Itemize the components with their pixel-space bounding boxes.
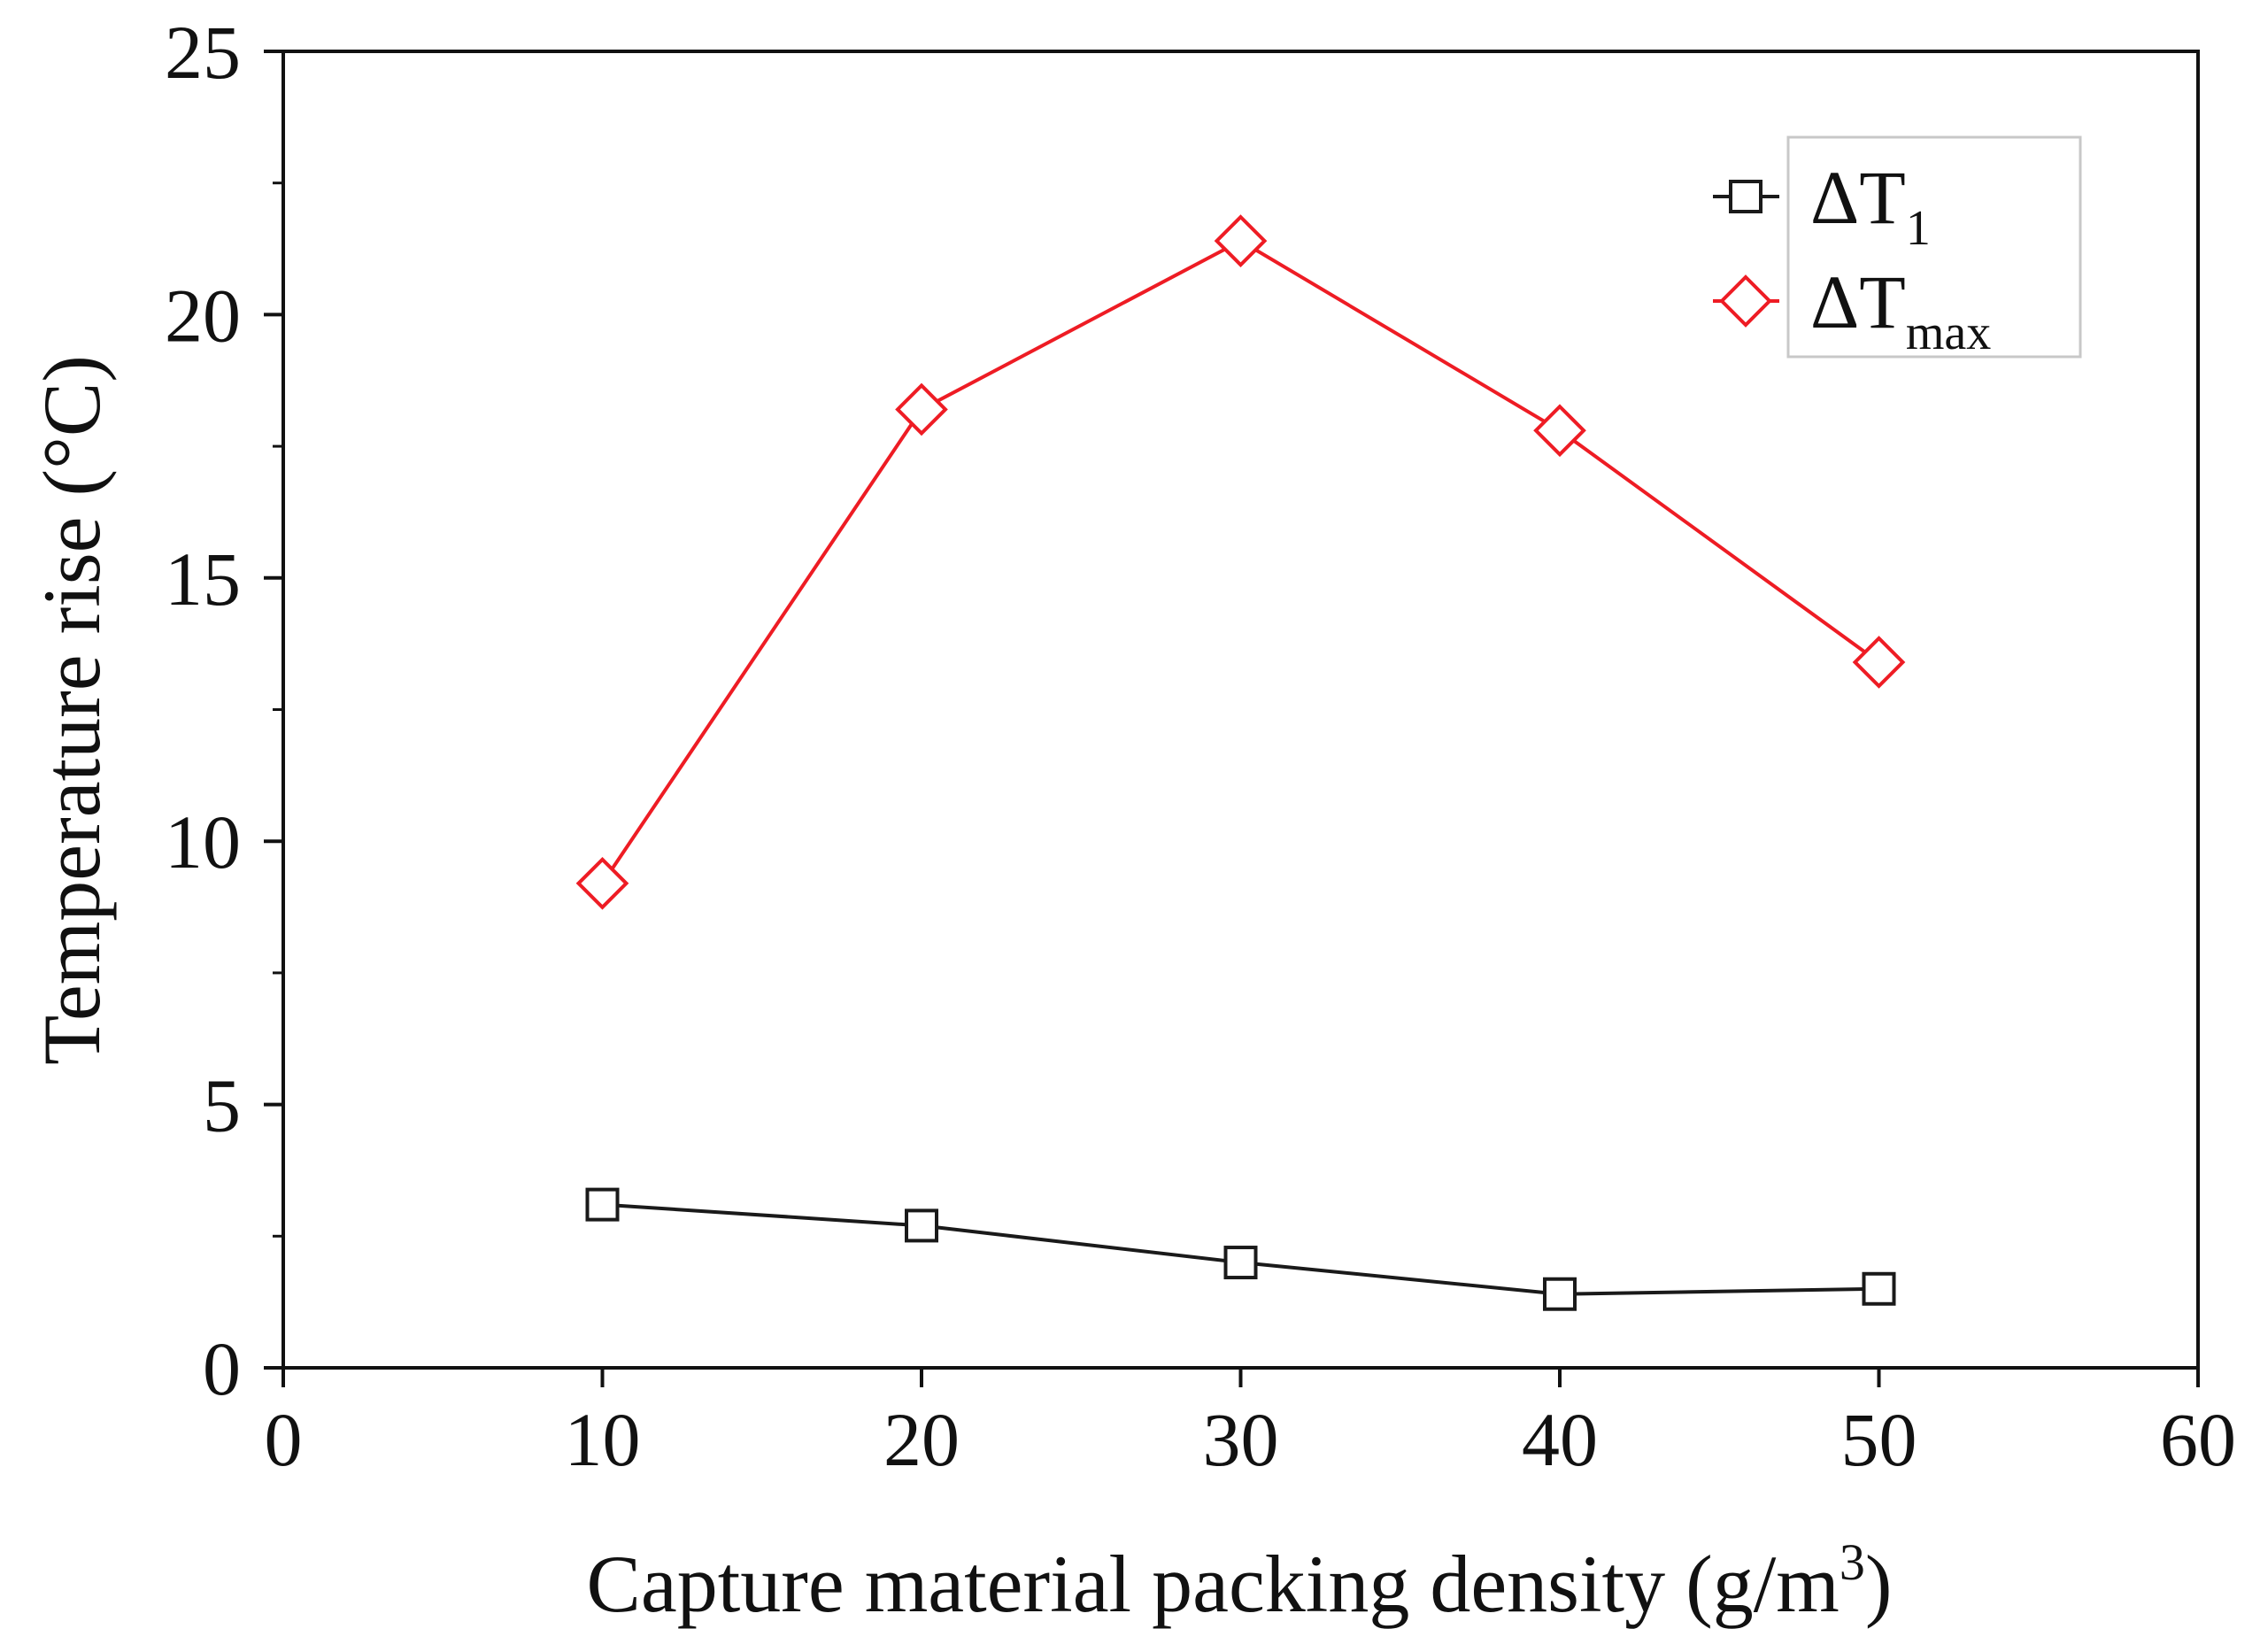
legend-box [1786, 135, 2082, 359]
y-tick-label: 10 [165, 799, 241, 884]
x-tick-label: 40 [1522, 1397, 1598, 1482]
x-axis-title-end: ) [1865, 1539, 1893, 1629]
series-line [600, 238, 1880, 884]
legend-item: ΔT1 [1713, 155, 1931, 256]
y-axis: 0 5 10 15 20 25 [165, 10, 283, 1411]
y-tick-label: 20 [165, 273, 241, 358]
x-tick-label: 30 [1203, 1397, 1279, 1482]
data-point [1533, 404, 1586, 458]
legend-label: ΔTmax [1810, 259, 1991, 360]
x-tick-label: 0 [265, 1397, 303, 1482]
series-delta-tmax [575, 214, 1906, 910]
data-point [1214, 214, 1268, 267]
x-axis-title-superscript: 3 [1840, 1533, 1865, 1591]
legend-marker [1729, 180, 1762, 213]
x-axis-title: Capture material packing density (g/m3) [587, 1533, 1893, 1629]
legend-label-subscript: 1 [1906, 201, 1931, 256]
data-point [905, 1208, 938, 1243]
y-tick-label: 0 [203, 1326, 241, 1411]
x-axis-title-text: Capture material packing density (g/m [587, 1539, 1840, 1629]
y-axis-title: Temperature rise (°C) [27, 355, 117, 1065]
data-point [1223, 1246, 1258, 1280]
legend-label-main: ΔT [1810, 259, 1906, 344]
data-point [585, 1187, 620, 1222]
data-point [1862, 1271, 1896, 1306]
data-point [575, 856, 629, 910]
x-axis: 0 10 20 30 40 50 60 [265, 1368, 2236, 1482]
legend-item: ΔTmax [1713, 259, 1991, 360]
data-point [1852, 636, 1906, 689]
x-tick-label: 20 [883, 1397, 960, 1482]
x-tick-label: 50 [1841, 1397, 1917, 1482]
legend-marker [1719, 274, 1772, 328]
legend-label-main: ΔT [1810, 155, 1906, 240]
y-tick-label: 15 [165, 537, 241, 621]
series-delta-t1 [585, 1187, 1896, 1311]
x-tick-label: 60 [2160, 1397, 2236, 1482]
legend-label: ΔT1 [1810, 155, 1931, 256]
x-tick-label: 10 [565, 1397, 641, 1482]
legend-label-subscript: max [1906, 305, 1991, 360]
data-point [1543, 1277, 1577, 1311]
y-tick-label: 25 [165, 10, 241, 95]
series-layer [575, 214, 1906, 1311]
data-point [895, 382, 948, 436]
y-tick-label: 5 [203, 1063, 241, 1148]
